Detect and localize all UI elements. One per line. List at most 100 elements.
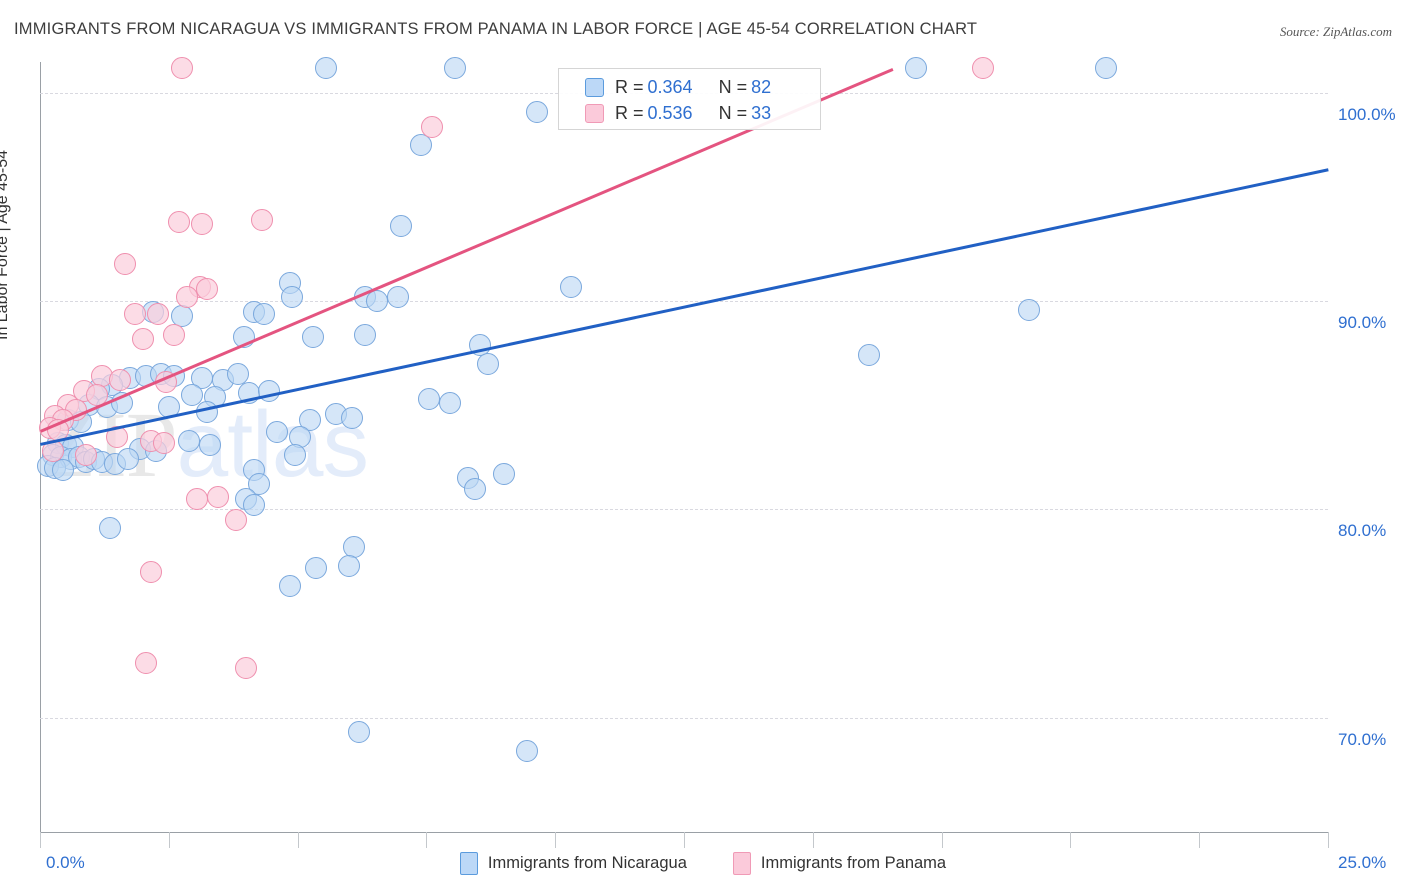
scatter-point <box>157 396 180 419</box>
scatter-point <box>284 444 307 467</box>
scatter-point <box>253 302 276 325</box>
scatter-point <box>186 488 209 511</box>
scatter-point <box>464 477 487 500</box>
x-axis-tick <box>1070 832 1072 848</box>
scatter-point <box>302 325 325 348</box>
scatter-point <box>904 57 927 80</box>
stats-legend-row-nicaragua: R = 0.364 N = 82 <box>585 74 820 100</box>
scatter-point <box>111 392 134 415</box>
scatter-point <box>477 352 500 375</box>
x-axis-tick <box>555 832 557 848</box>
scatter-point <box>242 494 265 517</box>
scatter-point <box>155 371 178 394</box>
scatter-point <box>199 433 222 456</box>
scatter-point <box>52 458 75 481</box>
scatter-point <box>98 517 121 540</box>
series-label-nicaragua: Immigrants from Nicaragua <box>487 854 687 872</box>
x-axis-min-label: 0.0% <box>46 853 85 872</box>
n-value-1: 82 <box>751 76 772 97</box>
gridline <box>40 301 1328 303</box>
y-axis-tick-label: 90.0% <box>1338 313 1387 333</box>
scatter-point <box>420 115 443 138</box>
scatter-point <box>438 392 461 415</box>
scatter-point <box>417 388 440 411</box>
scatter-point <box>116 448 139 471</box>
legend-swatch-panama <box>585 103 604 123</box>
series-legend-item-nicaragua[interactable]: Immigrants from Nicaragua <box>459 852 687 875</box>
n-label-1: N = <box>718 76 748 97</box>
series-legend: Immigrants from Nicaragua Immigrants fro… <box>0 852 1406 875</box>
scatter-point <box>1018 298 1041 321</box>
scatter-point <box>515 739 538 762</box>
stats-legend: R = 0.364 N = 82 R = 0.536 N = 33 <box>558 68 821 130</box>
scatter-point <box>168 211 191 234</box>
scatter-point <box>227 363 250 386</box>
scatter-point <box>265 421 288 444</box>
r-value-1: 0.364 <box>647 76 693 97</box>
series-swatch-nicaragua <box>459 852 478 875</box>
scatter-point <box>314 57 337 80</box>
scatter-point <box>108 369 131 392</box>
scatter-point <box>106 425 129 448</box>
scatter-point <box>170 57 193 80</box>
scatter-point <box>348 721 371 744</box>
scatter-point <box>353 323 376 346</box>
scatter-point <box>281 286 304 309</box>
scatter-point <box>410 134 433 157</box>
x-axis-tick <box>426 832 428 848</box>
scatter-point <box>387 286 410 309</box>
scatter-point <box>139 560 162 583</box>
r-label-2: R = <box>615 102 644 123</box>
x-axis-tick <box>297 832 299 848</box>
y-axis-title: In Labor Force | Age 45-54 <box>0 149 11 340</box>
plot-area: ZIPatlas <box>36 57 1329 832</box>
r-value-2: 0.536 <box>647 102 693 123</box>
scatter-point <box>206 485 229 508</box>
scatter-point <box>278 575 301 598</box>
scatter-point <box>75 444 98 467</box>
scatter-point <box>175 286 198 309</box>
source-label: Source: ZipAtlas.com <box>1279 24 1392 39</box>
scatter-point <box>492 463 515 486</box>
scatter-point <box>389 215 412 238</box>
n-value-2: 33 <box>751 102 772 123</box>
gridline <box>40 717 1328 719</box>
scatter-point <box>232 325 255 348</box>
gridline <box>40 509 1328 511</box>
page-title: IMMIGRANTS FROM NICARAGUA VS IMMIGRANTS … <box>14 20 978 38</box>
x-axis-tick <box>812 832 814 848</box>
scatter-point <box>191 213 214 236</box>
stats-legend-row-panama: R = 0.536 N = 33 <box>585 100 820 126</box>
scatter-point <box>304 556 327 579</box>
scatter-point <box>250 209 273 232</box>
scatter-point <box>178 429 201 452</box>
scatter-point <box>559 275 582 298</box>
r-label-1: R = <box>615 76 644 97</box>
scatter-point <box>224 508 247 531</box>
scatter-point <box>41 440 64 463</box>
scatter-point <box>235 656 258 679</box>
x-axis-tick <box>40 832 41 848</box>
legend-swatch-nicaragua <box>585 77 604 97</box>
scatter-point <box>124 302 147 325</box>
series-legend-item-panama[interactable]: Immigrants from Panama <box>732 852 947 875</box>
scatter-point <box>366 290 389 313</box>
series-label-panama: Immigrants from Panama <box>760 854 947 872</box>
scatter-point <box>85 383 108 406</box>
series-swatch-panama <box>732 852 751 875</box>
x-axis-max-label: 25.0% <box>1338 853 1387 872</box>
scatter-point <box>132 327 155 350</box>
x-axis-tick <box>684 832 685 848</box>
scatter-point <box>340 406 363 429</box>
scatter-point <box>162 323 185 346</box>
scatter-point <box>134 652 157 675</box>
scatter-point <box>1095 57 1118 80</box>
scatter-point <box>114 252 136 275</box>
scatter-point <box>196 400 219 423</box>
x-axis-tick <box>168 832 170 848</box>
trend-line <box>40 168 1329 446</box>
y-axis-tick-label: 70.0% <box>1338 729 1387 749</box>
scatter-point <box>443 57 466 80</box>
scatter-point <box>180 383 203 406</box>
